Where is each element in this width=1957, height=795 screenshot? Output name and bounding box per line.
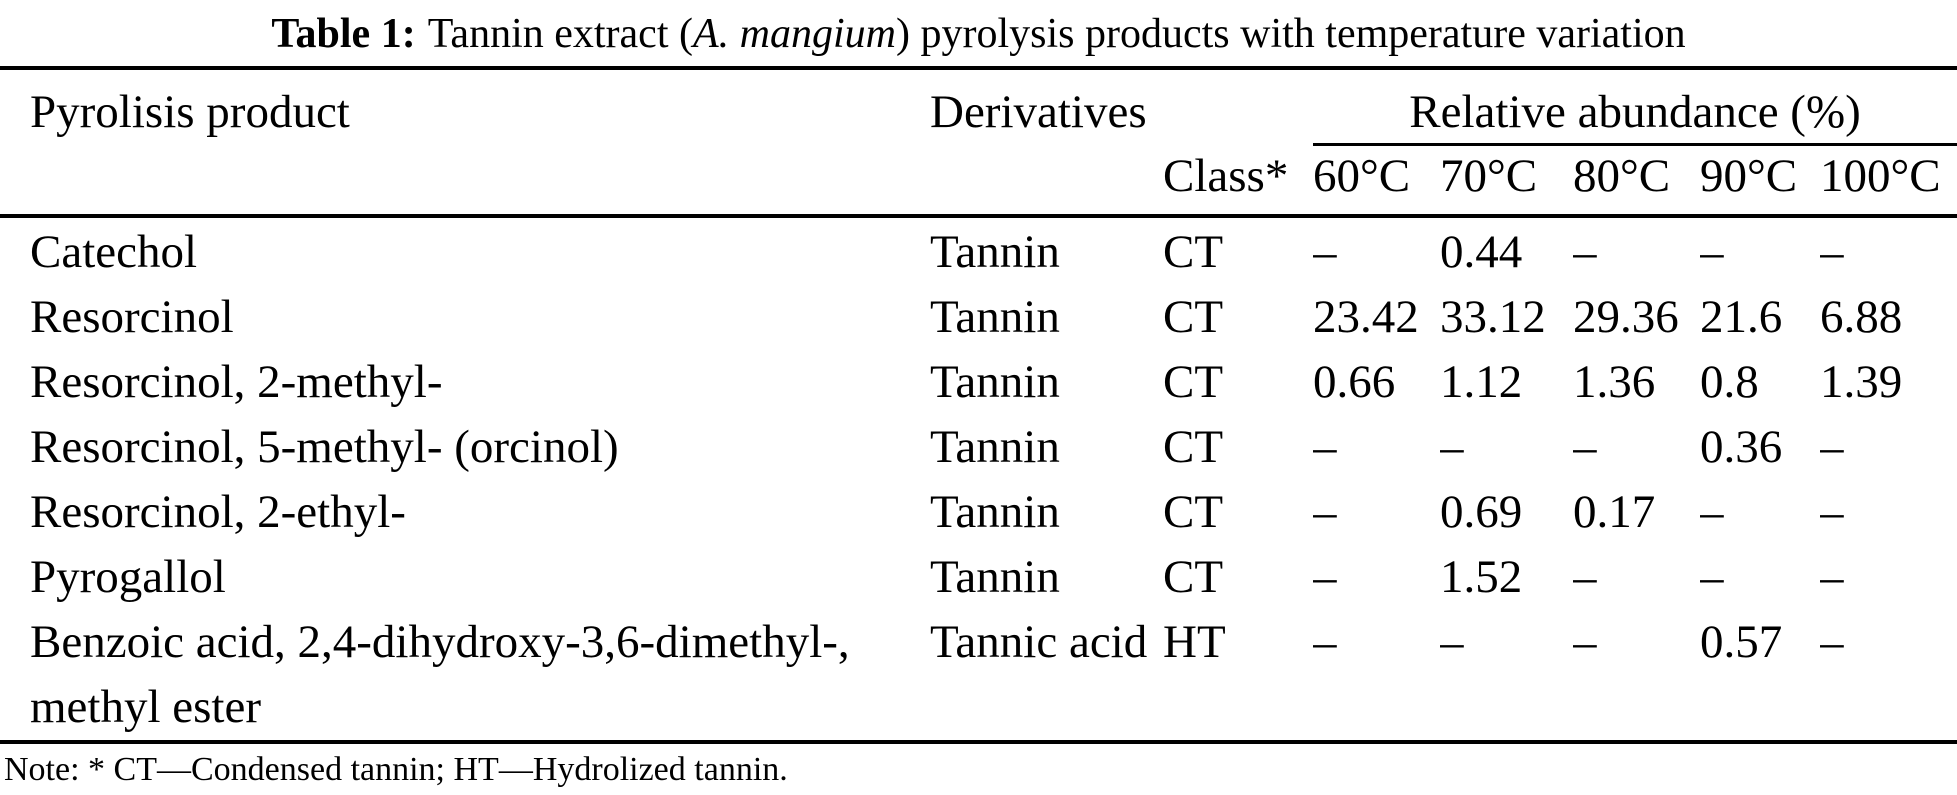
cell-t90: – (1700, 214, 1820, 285)
cell-product: Resorcinol (30, 291, 234, 343)
cell-t100: – (1820, 214, 1957, 285)
cell-t60: 0.66 (1313, 356, 1396, 408)
cell-derivative: Tannin (930, 551, 1060, 603)
cell-t70: – (1440, 616, 1464, 668)
cell-t60: – (1313, 486, 1337, 538)
cell-t60: – (1313, 551, 1337, 603)
cell-t70: 0.69 (1440, 486, 1523, 538)
header-spacer-class (1163, 68, 1313, 144)
cell-product: Resorcinol, 2-ethyl- (30, 486, 406, 538)
col-header-temp-60: 60°C (1313, 150, 1411, 202)
cell-t70: – (1440, 421, 1464, 473)
cell-derivative: Tannin (930, 421, 1060, 473)
cell-t100: – (1820, 551, 1844, 603)
col-header-class: Class* (1163, 150, 1289, 202)
cell-derivative: Tannin (930, 291, 1060, 343)
cell-class: HT (1163, 616, 1226, 668)
cell-t80: – (1573, 616, 1597, 668)
col-header-temp-100: 100°C (1820, 150, 1941, 202)
col-header-temp-70: 70°C (1440, 150, 1538, 202)
species-name: A. mangium (692, 11, 896, 57)
cell-t60: – (1313, 421, 1337, 473)
col-header-temp-80: 80°C (1573, 150, 1671, 202)
table-row: Pyrogallol Tannin CT – 1.52 – – – (0, 545, 1957, 610)
table-row: Resorcinol, 5-methyl- (orcinol) Tannin C… (0, 415, 1957, 480)
table-row: Resorcinol Tannin CT 23.42 33.12 29.36 2… (0, 285, 1957, 350)
cell-class: CT (1163, 214, 1313, 285)
table-row: Catechol Tannin CT – 0.44 – – – (0, 214, 1957, 285)
table-row: Resorcinol, 2-methyl- Tannin CT 0.66 1.1… (0, 350, 1957, 415)
cell-class: CT (1163, 356, 1224, 408)
cell-t70: 1.12 (1440, 356, 1523, 408)
cell-t100: 1.39 (1820, 356, 1903, 408)
cell-class: CT (1163, 291, 1224, 343)
cell-t100: – (1820, 616, 1844, 668)
cell-t90: 21.6 (1700, 291, 1783, 343)
cell-class: CT (1163, 486, 1224, 538)
cell-t80: – (1573, 421, 1597, 473)
cell-product: Catechol (0, 214, 920, 285)
header-row-1: Pyrolisis product Derivatives Relative a… (0, 68, 1957, 146)
table-note: Note: * CT—Condensed tannin; HT—Hydroliz… (4, 751, 788, 788)
cell-product: Pyrogallol (30, 551, 226, 603)
table-number-label: Table 1: (271, 11, 416, 57)
cell-t90: 0.36 (1700, 421, 1783, 473)
cell-product: Resorcinol, 2-methyl- (30, 356, 443, 408)
cell-derivative: Tannin (930, 356, 1060, 408)
cell-t90: – (1700, 486, 1724, 538)
cell-t60: – (1313, 214, 1440, 285)
caption-text-post: ) pyrolysis products with temperature va… (895, 11, 1686, 57)
cell-t80: – (1573, 214, 1700, 285)
cell-product: Resorcinol, 5-methyl- (orcinol) (30, 421, 619, 473)
cell-t80: 1.36 (1573, 356, 1656, 408)
cell-t60: 23.42 (1313, 291, 1419, 343)
pyrolysis-products-table: Pyrolisis product Derivatives Relative a… (0, 66, 1957, 744)
cell-class: CT (1163, 421, 1224, 473)
col-header-product: Pyrolisis product (30, 86, 350, 138)
cell-t90: 0.57 (1700, 616, 1783, 668)
header-row-2: Class* 60°C 70°C 80°C 90°C 100°C (0, 144, 1957, 216)
col-header-relative-abundance: Relative abundance (%) (1313, 68, 1957, 146)
cell-t80: 29.36 (1573, 291, 1679, 343)
cell-t90: – (1700, 551, 1724, 603)
table-caption: Table 1: Tannin extract (A. mangium) pyro… (0, 0, 1957, 62)
cell-t100: 6.88 (1820, 291, 1903, 343)
cell-t70: 0.44 (1440, 214, 1573, 285)
table-row: Benzoic acid, 2,4-dihydroxy-3,6-dimethyl… (0, 610, 1957, 742)
cell-derivative: Tannic acid (930, 616, 1148, 668)
caption-text-pre: Tannin extract ( (427, 11, 693, 57)
cell-t80: 0.17 (1573, 486, 1656, 538)
cell-t90: 0.8 (1700, 356, 1759, 408)
cell-t80: – (1573, 551, 1597, 603)
cell-t70: 33.12 (1440, 291, 1546, 343)
col-header-temp-90: 90°C (1700, 150, 1798, 202)
cell-product: Benzoic acid, 2,4-dihydroxy-3,6-dimethyl… (30, 616, 850, 733)
cell-t100: – (1820, 421, 1844, 473)
table-row: Resorcinol, 2-ethyl- Tannin CT – 0.69 0.… (0, 480, 1957, 545)
cell-derivative: Tannin (920, 214, 1163, 285)
cell-class: CT (1163, 551, 1224, 603)
cell-t70: 1.52 (1440, 551, 1523, 603)
col-header-derivatives: Derivatives (930, 86, 1147, 138)
cell-t60: – (1313, 616, 1337, 668)
cell-t100: – (1820, 486, 1844, 538)
cell-derivative: Tannin (930, 486, 1060, 538)
